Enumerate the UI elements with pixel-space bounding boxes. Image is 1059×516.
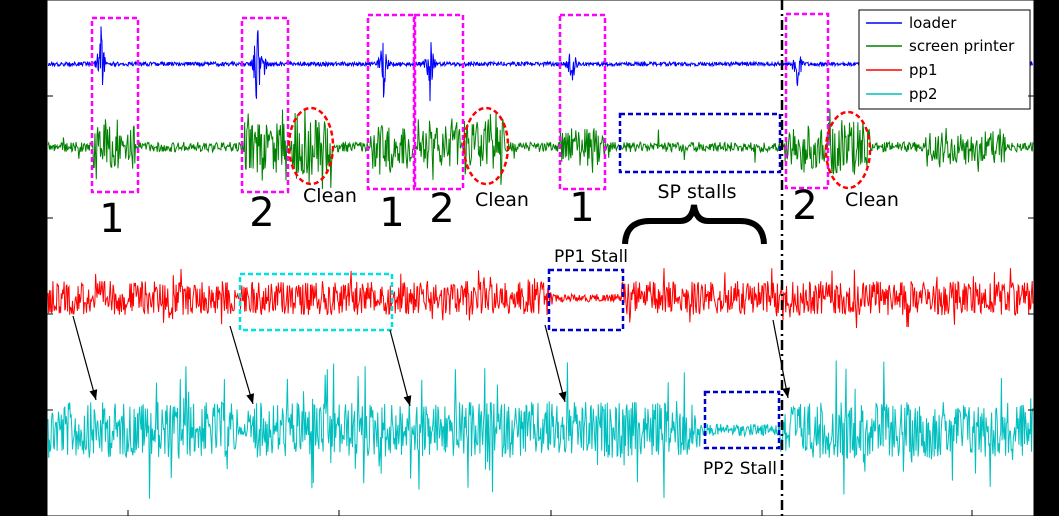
- annotation-box: [547, 268, 625, 332]
- annotation-text: 1: [99, 196, 124, 242]
- series-screen-printer-line: [47, 108, 1034, 190]
- arrow: [772, 319, 789, 399]
- annotation-text: SP stalls: [657, 181, 736, 203]
- annotation-box: [558, 13, 607, 191]
- sp-stalls-brace: [622, 204, 767, 245]
- arrow: [544, 324, 566, 403]
- arrow: [389, 329, 411, 407]
- annotation-boxes: [90, 12, 872, 450]
- traces: [47, 18, 1034, 499]
- annotation-box: [240, 16, 290, 194]
- clean-ellipse: [824, 110, 872, 190]
- arrow-head: [89, 389, 98, 400]
- legend-label-screen-printer: screen printer: [909, 37, 1015, 55]
- annotation-text: 1: [379, 190, 404, 236]
- annotation-text: Clean: [475, 189, 529, 211]
- annotation-text: Clean: [845, 189, 899, 211]
- annotation-text: PP1 Stall: [554, 247, 628, 267]
- annotation-text: 1: [569, 185, 594, 231]
- annotation-box: [618, 112, 782, 174]
- legend-label-loader: loader: [909, 14, 957, 32]
- annotation-box: [784, 12, 830, 190]
- legend: loader screen printer pp1 pp2: [858, 9, 1031, 110]
- arrow-head: [558, 391, 567, 402]
- annotation-box: [238, 272, 394, 332]
- annotation-box: [90, 16, 140, 194]
- arrow: [72, 315, 97, 401]
- arrow-head: [782, 387, 791, 398]
- arrow-head: [246, 393, 255, 404]
- annotation-text: 2: [792, 183, 817, 229]
- annotation-box: [413, 13, 465, 191]
- arrow-head: [403, 395, 412, 406]
- axis-ticks: [47, 95, 1034, 516]
- legend-label-pp2: pp2: [909, 85, 938, 103]
- annotation-text: PP2 Stall: [703, 459, 777, 479]
- series-pp1-line: [47, 268, 1034, 329]
- clean-ellipse: [287, 106, 335, 186]
- clean-ellipse: [462, 106, 510, 186]
- plot-frame: [46, 0, 1035, 516]
- annotation-text: 2: [249, 190, 274, 236]
- legend-label-pp1: pp1: [909, 61, 938, 79]
- series-pp2-line: [47, 360, 1034, 499]
- annotation-text: Clean: [303, 185, 357, 207]
- annotation-box: [703, 390, 781, 450]
- legend-frame: [858, 9, 1031, 110]
- annotation-text: 2: [429, 186, 454, 232]
- arrow: [229, 325, 254, 405]
- arrows: [72, 315, 791, 407]
